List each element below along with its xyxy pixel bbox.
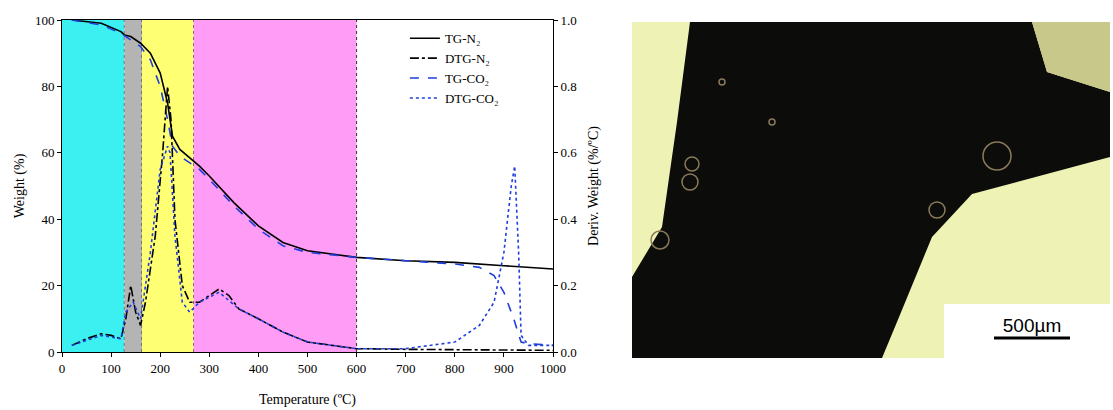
svg-text:TG-N₂: TG-N₂ [445,31,481,46]
svg-text:500: 500 [298,361,318,376]
svg-text:400: 400 [249,361,269,376]
svg-text:DTG-N₂: DTG-N₂ [445,51,490,66]
svg-text:0.0: 0.0 [561,345,577,360]
svg-text:0: 0 [59,361,66,376]
svg-text:1000: 1000 [540,361,566,376]
svg-text:60: 60 [41,145,54,160]
svg-text:200: 200 [150,361,170,376]
svg-text:DTG-CO₂: DTG-CO₂ [445,91,499,106]
svg-text:Deriv. Weight (%/ºC): Deriv. Weight (%/ºC) [586,126,602,246]
svg-text:80: 80 [41,79,54,94]
svg-text:900: 900 [494,361,514,376]
svg-text:0.2: 0.2 [561,278,577,293]
svg-text:TG-CO₂: TG-CO₂ [445,71,489,86]
svg-text:1.0: 1.0 [561,13,577,28]
svg-text:100: 100 [101,361,121,376]
svg-text:600: 600 [347,361,367,376]
svg-text:700: 700 [396,361,416,376]
svg-text:0.4: 0.4 [561,212,578,227]
svg-text:100: 100 [35,13,55,28]
svg-text:Temperature (ºC): Temperature (ºC) [259,392,356,408]
svg-text:40: 40 [41,212,54,227]
svg-text:500µm: 500µm [1003,315,1061,336]
svg-text:800: 800 [445,361,465,376]
svg-text:Weight (%): Weight (%) [12,153,28,218]
svg-text:0.6: 0.6 [561,145,578,160]
svg-text:20: 20 [41,278,54,293]
svg-text:0.8: 0.8 [561,79,577,94]
svg-text:0: 0 [48,345,55,360]
svg-text:300: 300 [200,361,220,376]
